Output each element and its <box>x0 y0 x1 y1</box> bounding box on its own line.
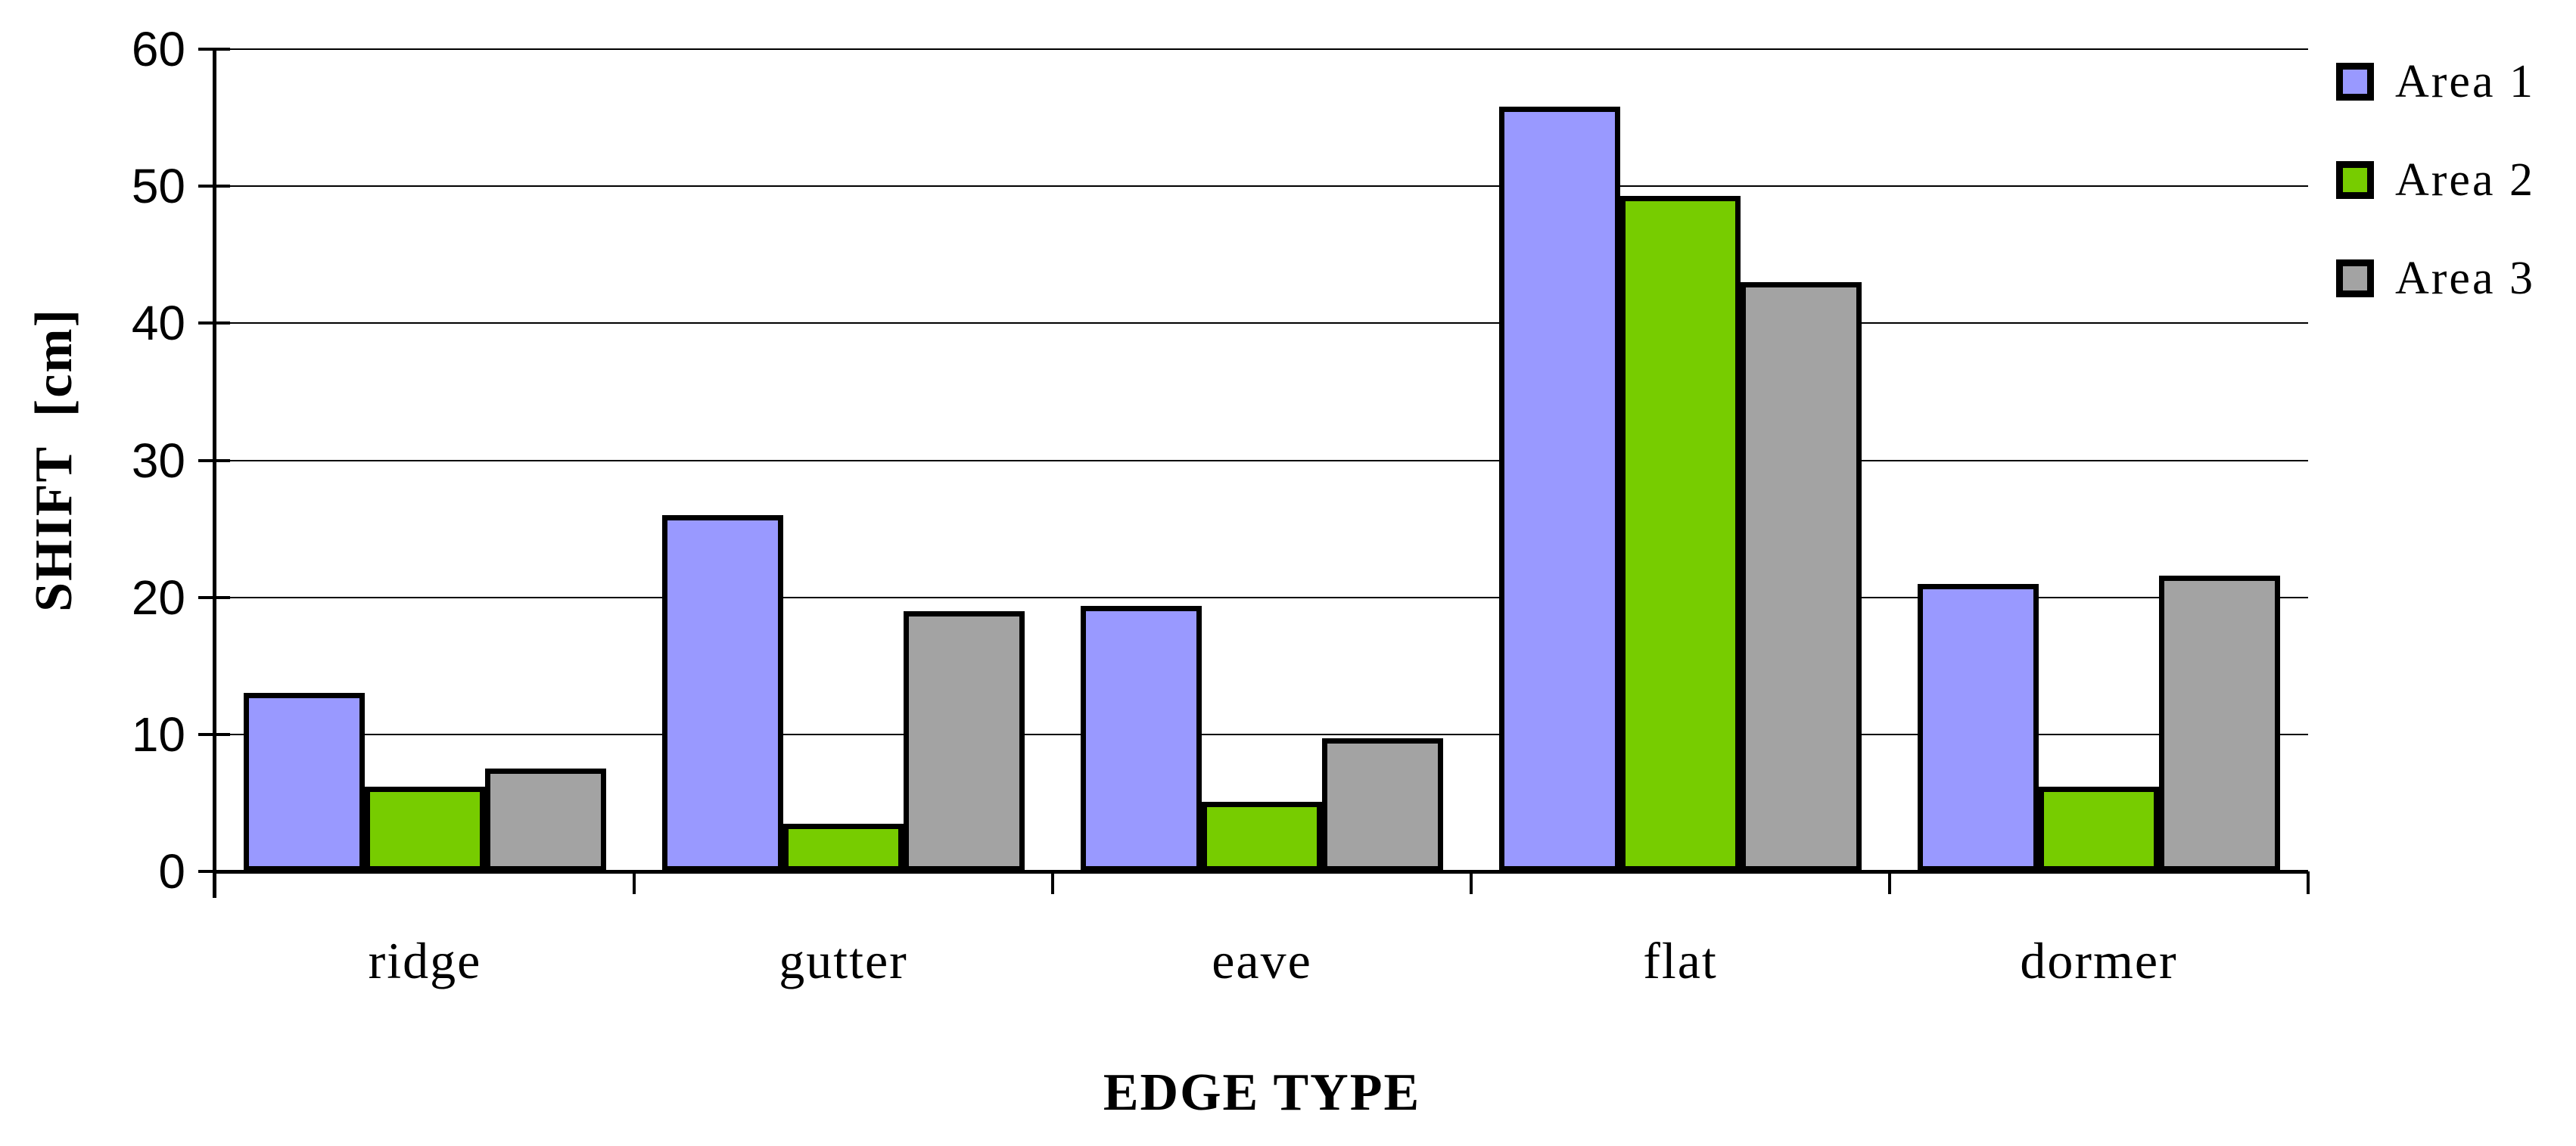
gridline-y-20 <box>216 596 2308 598</box>
gridline-y-40 <box>216 322 2308 325</box>
bar-area-1-gutter <box>661 514 783 871</box>
bar-area-1-dormer <box>1917 583 2039 871</box>
y-tick-label-30: 30 <box>131 433 185 488</box>
y-tick-40 <box>198 321 230 325</box>
bar-area-2-dormer <box>2038 786 2160 871</box>
x-category-label-gutter: gutter <box>779 932 908 989</box>
x-axis-title: EDGE TYPE <box>1103 1064 1421 1122</box>
legend-label: Area 3 <box>2395 253 2535 304</box>
legend-label: Area 1 <box>2395 56 2535 107</box>
bar-area-3-eave <box>1322 738 1444 871</box>
legend: Area 1 Area 2 Area 3 <box>2336 56 2535 357</box>
legend-marker-icon <box>2336 63 2374 101</box>
category-group-eave <box>1053 49 1471 871</box>
category-group-ridge <box>216 49 634 871</box>
bar-area-3-flat <box>1741 281 1862 871</box>
legend-marker-icon <box>2336 161 2374 199</box>
gridline-y-50 <box>216 185 2308 188</box>
legend-item-area-2: Area 2 <box>2336 154 2535 206</box>
y-tick-label-10: 10 <box>131 707 185 762</box>
gridline-y-60 <box>216 48 2308 50</box>
x-tick-1 <box>633 871 636 894</box>
y-tick-label-40: 40 <box>131 296 185 351</box>
legend-item-area-1: Area 1 <box>2336 56 2535 107</box>
y-tick-0 <box>198 870 230 873</box>
y-axis-line <box>213 48 216 898</box>
bar-area-1-flat <box>1498 107 1620 871</box>
plot-area <box>216 48 2308 871</box>
bar-area-2-eave <box>1201 801 1323 871</box>
x-tick-3 <box>1470 871 1473 894</box>
x-category-label-dormer: dormer <box>2020 932 2178 989</box>
y-tick-label-60: 60 <box>131 22 185 76</box>
bar-area-2-ridge <box>364 786 486 871</box>
y-tick-20 <box>198 595 230 599</box>
bar-area-3-ridge <box>485 769 607 871</box>
x-axis-line <box>213 870 2308 874</box>
legend-item-area-3: Area 3 <box>2336 253 2535 304</box>
bar-area-1-ridge <box>243 693 365 871</box>
x-tick-4 <box>1888 871 1891 894</box>
bar-area-3-gutter <box>904 610 1025 871</box>
y-tick-label-20: 20 <box>131 570 185 625</box>
y-tick-label-0: 0 <box>158 844 185 899</box>
y-tick-10 <box>198 732 230 736</box>
x-tick-5 <box>2307 871 2310 894</box>
y-tick-label-50: 50 <box>131 159 185 214</box>
x-category-labels: ridge gutter eave flat dormer <box>216 927 2308 995</box>
y-tick-60 <box>198 48 230 51</box>
x-tick-2 <box>1051 871 1054 894</box>
gridline-y-10 <box>216 733 2308 735</box>
bar-area-3-dormer <box>2159 575 2281 871</box>
legend-marker-icon <box>2336 259 2374 297</box>
gridline-y-30 <box>216 459 2308 461</box>
bars-layer <box>216 49 2308 871</box>
category-group-flat <box>1471 49 1890 871</box>
x-category-label-flat: flat <box>1643 932 1718 989</box>
bar-area-2-gutter <box>782 823 904 871</box>
y-tick-30 <box>198 458 230 462</box>
x-category-label-eave: eave <box>1212 932 1312 989</box>
bar-area-1-eave <box>1080 605 1202 871</box>
category-group-dormer <box>1890 49 2308 871</box>
category-group-gutter <box>634 49 1053 871</box>
y-tick-50 <box>198 185 230 188</box>
bar-area-2-flat <box>1619 195 1741 871</box>
legend-label: Area 2 <box>2395 154 2535 206</box>
x-category-label-ridge: ridge <box>368 932 482 989</box>
